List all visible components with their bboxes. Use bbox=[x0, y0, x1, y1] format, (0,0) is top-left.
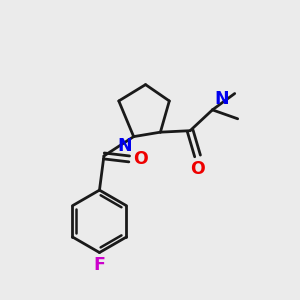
Text: O: O bbox=[190, 160, 205, 178]
Text: N: N bbox=[214, 90, 229, 108]
Text: F: F bbox=[94, 256, 105, 274]
Text: O: O bbox=[133, 150, 148, 168]
Text: N: N bbox=[118, 137, 132, 155]
